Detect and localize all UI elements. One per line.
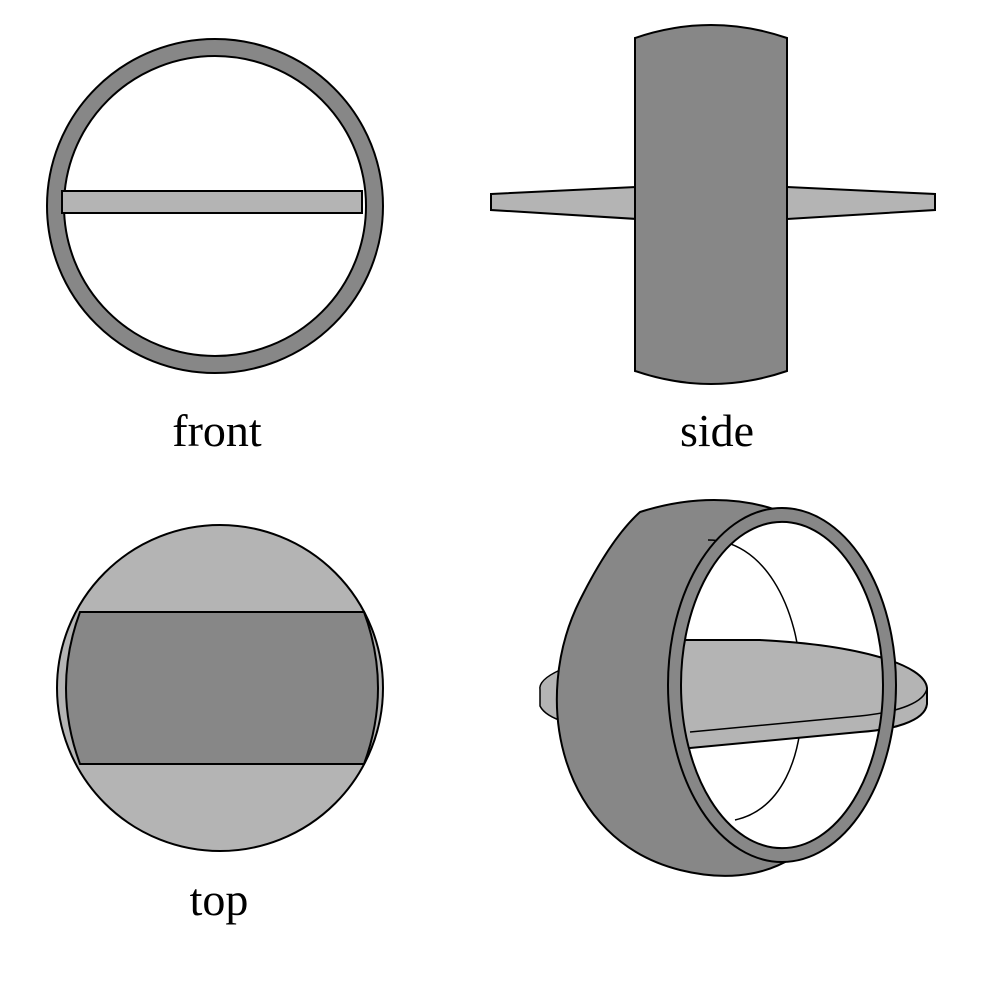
side-view (490, 24, 936, 385)
side-view-label: side (680, 405, 754, 456)
front-disc-bar (61, 190, 363, 214)
front-outer-ring (45, 38, 385, 374)
front-view (45, 38, 385, 374)
top-view-label: top (190, 874, 249, 925)
top-view (56, 524, 384, 852)
top-ring-band (65, 611, 379, 765)
iso-disc-top (679, 639, 928, 749)
isometric-view (539, 499, 928, 877)
front-view-label: front (172, 405, 262, 456)
side-ring-band (634, 24, 788, 385)
iso-ring-front-rim (666, 507, 898, 863)
iso-disc-edge (689, 687, 928, 733)
